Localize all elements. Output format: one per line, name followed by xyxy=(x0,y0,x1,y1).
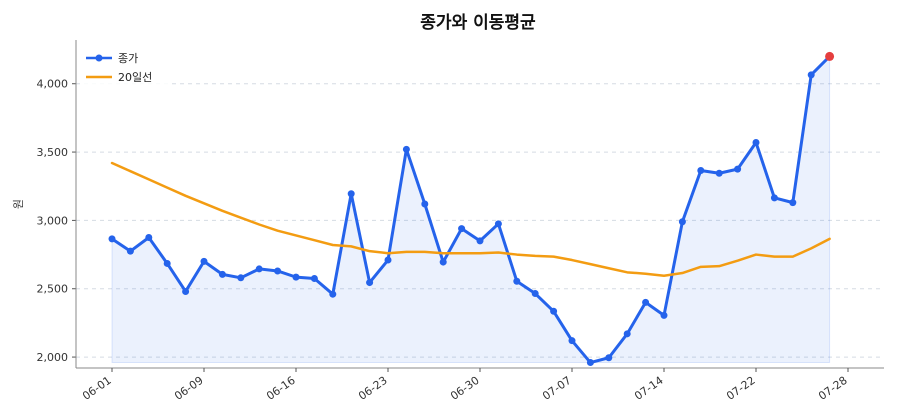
data-point xyxy=(384,256,392,264)
data-point xyxy=(513,277,521,285)
data-point xyxy=(697,167,705,175)
series-layer xyxy=(108,51,835,367)
data-point xyxy=(715,169,723,177)
data-point xyxy=(292,273,300,281)
x-tick-label: 07-22 xyxy=(724,374,758,403)
data-point xyxy=(366,279,374,287)
data-point xyxy=(274,267,282,275)
last-point-marker xyxy=(825,51,835,61)
data-point xyxy=(182,287,190,295)
x-tick-label: 06-23 xyxy=(356,374,390,403)
legend: 종가 20일선 xyxy=(80,46,170,88)
data-point xyxy=(476,237,484,245)
data-point xyxy=(439,258,447,266)
data-point xyxy=(807,71,815,79)
data-point xyxy=(623,330,631,338)
data-point xyxy=(108,235,116,243)
series-line-1 xyxy=(110,161,831,277)
data-point xyxy=(568,337,576,345)
x-tick-label: 07-07 xyxy=(540,374,574,403)
data-point xyxy=(458,225,466,233)
y-tick-label: 3,000 xyxy=(37,214,69,227)
data-point xyxy=(642,298,650,306)
data-point xyxy=(605,354,613,362)
legend-label-close: 종가 xyxy=(118,52,138,65)
y-tick-label: 2,500 xyxy=(37,283,69,296)
x-tick-label: 06-01 xyxy=(80,374,114,403)
legend-box xyxy=(80,46,170,88)
data-point xyxy=(218,270,226,278)
x-tick-label: 06-30 xyxy=(448,374,482,403)
y-tick-label: 4,000 xyxy=(37,78,69,91)
data-point xyxy=(734,165,742,173)
data-point xyxy=(255,265,263,273)
y-tick-label: 3,500 xyxy=(37,146,69,159)
chart-title: 종가와 이동평균 xyxy=(420,13,536,33)
y-tick-label: 2,000 xyxy=(37,351,69,364)
data-point xyxy=(494,220,502,228)
y-axis-title: 원 xyxy=(12,199,25,209)
data-point xyxy=(770,194,778,202)
data-point xyxy=(310,274,318,282)
data-point xyxy=(347,190,355,198)
x-tick-label: 07-28 xyxy=(816,374,850,403)
data-point xyxy=(329,290,337,298)
series-line-0 xyxy=(110,54,832,365)
data-point xyxy=(789,199,797,207)
data-point xyxy=(531,290,539,298)
data-point xyxy=(126,247,134,255)
data-point xyxy=(660,311,668,319)
data-point xyxy=(237,274,245,282)
data-point xyxy=(586,359,594,367)
legend-marker-close xyxy=(95,54,103,62)
x-tick-label: 06-09 xyxy=(172,374,206,403)
data-point xyxy=(421,200,429,208)
x-tick-label: 07-14 xyxy=(632,374,666,403)
data-point xyxy=(550,307,558,315)
data-point xyxy=(163,259,171,267)
data-point xyxy=(200,257,208,265)
data-point xyxy=(145,233,153,241)
legend-label-ma20: 20일선 xyxy=(118,70,152,84)
x-tick-label: 06-16 xyxy=(264,374,298,403)
data-point xyxy=(752,139,760,146)
data-point xyxy=(678,218,686,226)
data-point xyxy=(402,145,410,153)
